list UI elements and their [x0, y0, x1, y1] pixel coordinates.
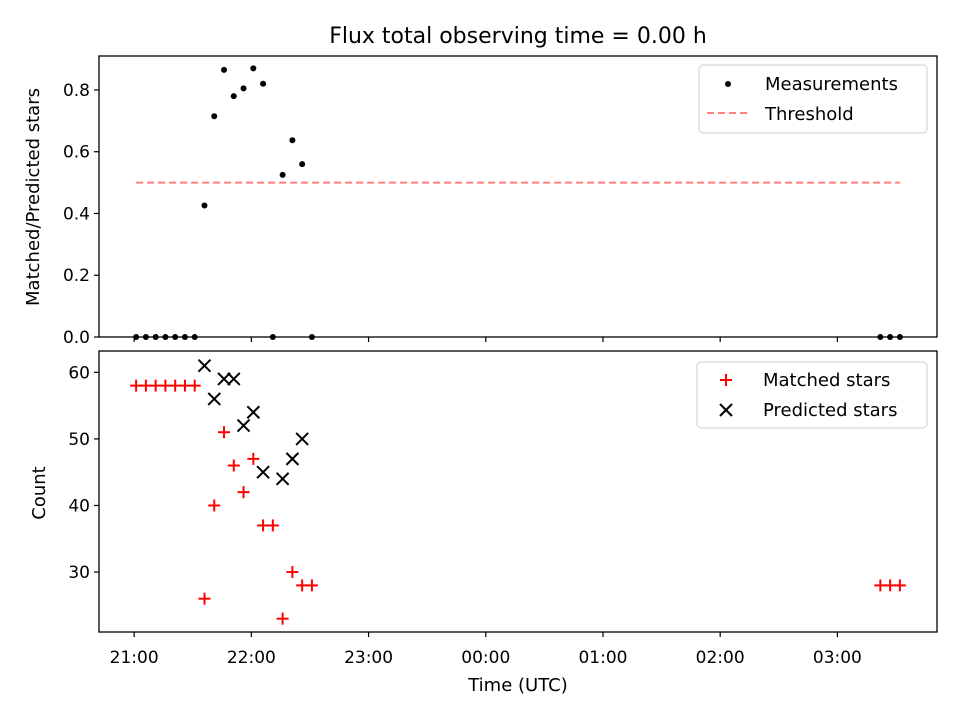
legend-matched-marker [720, 374, 732, 386]
top-y-tick-label: 0.8 [63, 81, 90, 101]
bottom-panel: 30 40 50 60 21:00 22:00 23:00 00:00 01:00 02:00 0… [29, 350, 938, 696]
bottom-y-axis-label: Count [29, 466, 50, 519]
x-tick-label: 02:00 [696, 648, 745, 668]
legend-predicted-marker [719, 403, 733, 417]
matched-star-point [227, 459, 240, 472]
matched-star-point [198, 592, 211, 605]
bottom-x-ticks: 21:00 22:00 23:00 00:00 01:00 02:00 03:00 [110, 632, 862, 668]
legend-threshold-label: Threshold [764, 104, 854, 125]
matched-star-point [188, 379, 201, 392]
top-y-tick-label: 0.4 [63, 204, 90, 224]
bottom-axes-frame [98, 350, 938, 633]
legend-matched-label: Matched stars [763, 370, 890, 391]
bottom-y-tick-label: 40 [68, 496, 90, 516]
legend-measurements-marker [725, 81, 731, 87]
predicted-star-point [207, 392, 221, 406]
x-axis-label: Time (UTC) [467, 675, 568, 696]
top-y-ticks: 0.0 0.2 0.4 0.6 0.8 [63, 81, 99, 348]
top-legend: Measurements Threshold [698, 64, 928, 134]
bottom-legend-box [696, 361, 928, 429]
top-legend-box [698, 64, 928, 134]
x-tick-label: 22:00 [227, 648, 276, 668]
predicted-star-point [295, 432, 309, 446]
bottom-y-ticks: 30 40 50 60 [68, 363, 99, 583]
bottom-y-tick-label: 60 [68, 363, 90, 383]
matched-star-point [893, 579, 906, 592]
measurement-point [240, 85, 247, 92]
predicted-star-point [275, 472, 290, 486]
predicted-star-point [197, 358, 212, 373]
chart-title: Flux total observing time = 0.00 h [329, 24, 707, 49]
measurement-point [221, 66, 228, 73]
top-y-axis-label: Matched/Predicted stars [23, 88, 44, 306]
top-y-tick-label: 0.2 [63, 266, 90, 286]
predicted-star-point [227, 372, 241, 386]
top-panel: 0.00.20.40.60.8 Matched/Predicted stars … [23, 55, 938, 348]
measurement-point [230, 93, 237, 100]
bottom-legend: Matched stars Predicted stars [696, 361, 928, 429]
predicted-star-point [217, 372, 231, 386]
matched-star-point [208, 499, 221, 512]
predicted-star-point [256, 465, 270, 479]
matched-star-point [237, 486, 250, 499]
measurement-point [279, 171, 286, 178]
predicted-star-point [285, 452, 300, 466]
measurement-point [289, 137, 296, 144]
legend-measurements-label: Measurements [765, 74, 898, 95]
top-axes-frame [98, 55, 938, 338]
measurement-point [250, 65, 257, 72]
predicted-star-point [236, 418, 251, 433]
x-tick-label: 03:00 [813, 648, 862, 668]
matched-star-point [247, 452, 260, 465]
top-y-tick-label: 0.0 [63, 328, 90, 348]
x-tick-label: 01:00 [578, 648, 627, 668]
measurement-point [260, 80, 267, 87]
matched-star-point [286, 566, 299, 579]
bottom-panel-marks [130, 358, 906, 625]
matched-star-point [276, 612, 289, 625]
predicted-star-point [246, 405, 261, 419]
measurement-point [299, 161, 306, 168]
x-tick-label: 23:00 [344, 648, 393, 668]
matched-star-point [305, 579, 318, 592]
x-tick-label: 00:00 [461, 648, 510, 668]
matched-star-point [218, 426, 231, 439]
matched-star-point [266, 519, 279, 532]
top-y-tick-label: 0.6 [63, 143, 90, 163]
top-x-ticks [133, 337, 838, 342]
bottom-y-tick-label: 50 [68, 430, 90, 450]
measurement-point [201, 202, 208, 209]
legend-predicted-label: Predicted stars [763, 400, 897, 421]
measurement-point [211, 113, 218, 120]
x-tick-label: 21:00 [110, 648, 159, 668]
bottom-y-tick-label: 30 [68, 563, 90, 583]
